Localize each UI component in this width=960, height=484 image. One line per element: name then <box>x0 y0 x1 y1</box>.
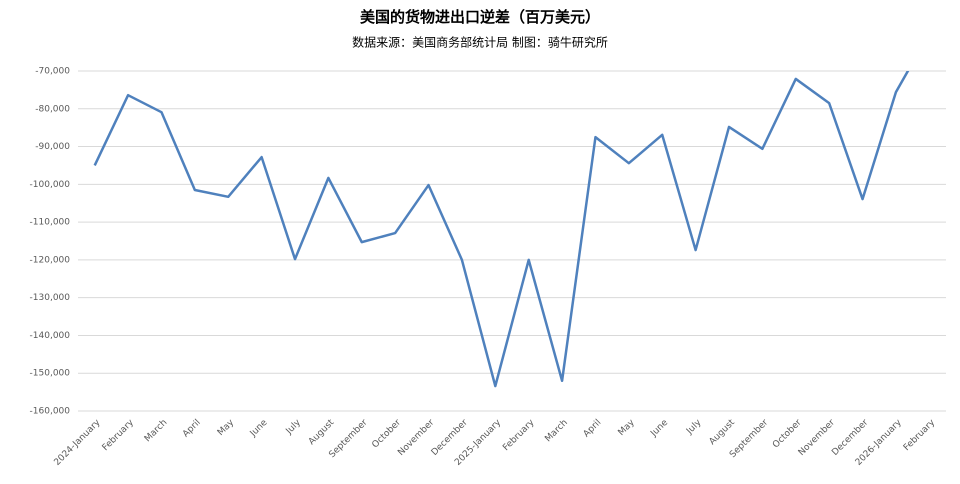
x-tick-label: August <box>307 417 337 447</box>
data-line <box>93 71 910 388</box>
x-tick-label: May <box>216 417 237 438</box>
x-tick-label: February <box>902 417 938 453</box>
y-tick-label: -80,000 <box>35 104 70 114</box>
y-tick-label: -160,000 <box>30 407 71 417</box>
chart-title: 美国的货物进出口逆差（百万美元） <box>360 8 600 26</box>
x-tick-label: October <box>771 418 804 451</box>
x-tick-label: October <box>370 418 403 451</box>
y-tick-label: -140,000 <box>30 331 71 341</box>
x-tick-label: June <box>248 417 270 439</box>
x-tick-label: April <box>181 418 203 440</box>
x-tick-label: April <box>582 418 604 440</box>
x-tick-label: February <box>101 417 137 453</box>
y-tick-label: -90,000 <box>35 142 70 152</box>
x-tick-label: 2024-January <box>53 417 104 468</box>
chart-subtitle: 数据来源：美国商务部统计局 制图：骑牛研究所 <box>352 35 608 50</box>
y-tick-label: -100,000 <box>30 180 71 190</box>
y-tick-label: -110,000 <box>30 218 71 228</box>
x-tick-label: February <box>501 417 537 453</box>
y-tick-label: -70,000 <box>35 67 70 77</box>
x-tick-label: March <box>143 418 169 444</box>
x-tick-label: July <box>284 417 304 437</box>
x-tick-label: June <box>648 417 670 439</box>
x-tick-label: August <box>708 417 738 447</box>
x-tick-label: July <box>684 417 704 437</box>
y-tick-label: -130,000 <box>30 293 71 303</box>
y-tick-label: -150,000 <box>30 369 71 379</box>
x-tick-label: May <box>617 417 638 438</box>
y-tick-label: -120,000 <box>30 255 71 265</box>
x-tick-label: March <box>543 418 569 444</box>
